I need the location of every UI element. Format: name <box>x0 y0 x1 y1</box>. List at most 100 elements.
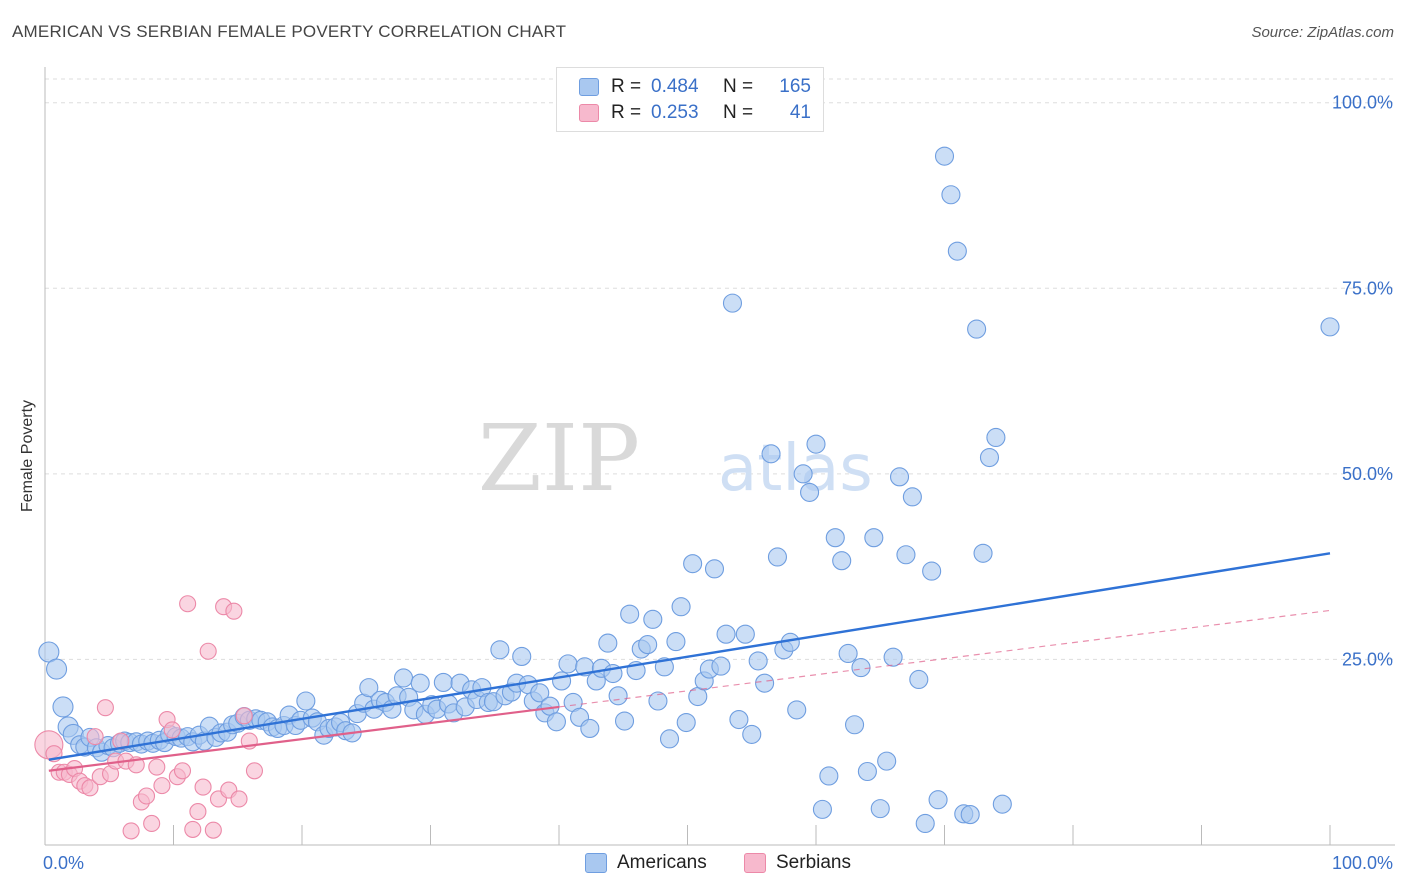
americans-point <box>1320 317 1340 337</box>
americans-point <box>598 633 618 653</box>
y-tick-label-50: 50.0% <box>1342 464 1393 484</box>
y-tick-label-25: 25.0% <box>1342 649 1393 669</box>
americans-point <box>851 658 871 678</box>
serbians-point <box>245 762 264 780</box>
americans-point <box>787 700 807 720</box>
r-value: 0.484 <box>651 76 699 97</box>
americans-point <box>986 427 1006 448</box>
americans-point <box>761 444 781 464</box>
x-tick-label-max: 100.0% <box>1332 853 1393 873</box>
americans-point <box>748 651 768 671</box>
legend-item-americans[interactable]: Americans <box>585 852 707 874</box>
x-tick-label-min: 0.0% <box>43 853 84 873</box>
americans-point <box>864 528 884 548</box>
tick-labels: 25.0% 50.0% 75.0% 100.0% 0.0% 100.0% <box>43 93 1393 873</box>
serbians-point <box>235 707 253 725</box>
americans-point <box>883 647 903 667</box>
serbians-point <box>137 787 156 805</box>
americans-point <box>819 766 839 786</box>
series-legend: Americans Serbians <box>0 852 1406 876</box>
americans-point <box>767 547 788 567</box>
americans-point <box>410 673 430 693</box>
americans-point <box>546 712 566 732</box>
axes <box>44 67 1395 846</box>
americans-point <box>722 293 743 313</box>
americans-point <box>490 640 510 660</box>
americans-point <box>812 799 832 819</box>
americans-point <box>608 686 628 706</box>
serbians-legend-swatch <box>744 853 766 873</box>
americans-point <box>614 711 635 731</box>
chart-title: AMERICAN VS SERBIAN FEMALE POVERTY CORRE… <box>12 22 567 41</box>
r-label: R = <box>611 102 642 123</box>
americans-swatch <box>579 78 599 96</box>
americans-point <box>857 761 877 782</box>
americans-point <box>947 241 967 261</box>
americans-point <box>46 658 68 680</box>
legend-label-serbians: Serbians <box>776 852 851 873</box>
americans-point <box>393 668 414 688</box>
americans-point <box>979 447 1000 468</box>
legend-row-americans: R = 0.484 N = 165 <box>579 75 811 99</box>
serbians-point <box>173 762 192 780</box>
americans-point <box>941 185 961 205</box>
americans-point <box>967 319 987 339</box>
serbians-point <box>148 758 166 776</box>
americans-point <box>825 528 845 548</box>
watermark-zip: ZIP <box>478 405 640 512</box>
y-tick-label-100: 100.0% <box>1332 93 1393 113</box>
americans-point <box>755 673 775 693</box>
americans-legend-swatch <box>585 853 607 873</box>
americans-point <box>433 672 453 692</box>
serbians-point <box>81 779 99 797</box>
americans-point <box>844 715 865 735</box>
americans-point <box>742 724 762 744</box>
americans-point <box>960 805 980 825</box>
americans-point <box>620 604 640 624</box>
americans-point <box>870 799 890 819</box>
serbians-point <box>204 821 222 839</box>
americans-point <box>359 678 379 698</box>
correlation-legend: R = 0.484 N = 165 R = 0.253 N = 41 <box>556 67 824 132</box>
americans-point <box>683 554 703 574</box>
americans-point <box>552 671 572 691</box>
serbians-point <box>230 790 248 808</box>
serbians-point <box>179 595 197 613</box>
americans-point <box>671 597 691 617</box>
serbians-point <box>96 699 114 717</box>
americans-point <box>909 669 929 690</box>
americans-point <box>648 691 668 711</box>
americans-point <box>889 467 910 487</box>
americans-point <box>896 545 916 565</box>
serbians-point <box>86 728 104 746</box>
americans-point <box>676 712 696 733</box>
americans-point <box>558 654 578 674</box>
serbians-swatch <box>579 104 599 122</box>
americans-point <box>800 482 820 502</box>
americans-point <box>735 624 755 644</box>
legend-item-serbians[interactable]: Serbians <box>744 852 851 874</box>
n-value: 41 <box>789 102 811 123</box>
serbians-point <box>199 642 217 660</box>
americans-point <box>838 643 858 664</box>
americans-point <box>877 751 897 771</box>
americans-point <box>832 551 852 571</box>
serbians-trend-line <box>48 705 560 772</box>
n-label: N = <box>723 102 754 123</box>
n-label: N = <box>723 76 754 97</box>
americans-point <box>793 464 813 484</box>
serbians-point <box>184 820 202 838</box>
americans-point <box>704 559 725 579</box>
americans-point <box>992 794 1012 814</box>
serbians-trend-extension <box>558 609 1331 708</box>
americans-point <box>52 696 74 718</box>
legend-label-americans: Americans <box>617 852 707 873</box>
americans-point <box>666 632 686 652</box>
serbians-point <box>153 777 171 795</box>
legend-row-serbians: R = 0.253 N = 41 <box>579 101 811 125</box>
americans-trend-line <box>48 552 1331 761</box>
n-value: 165 <box>779 76 811 97</box>
serbians-point <box>143 814 161 833</box>
americans-point <box>928 790 948 810</box>
